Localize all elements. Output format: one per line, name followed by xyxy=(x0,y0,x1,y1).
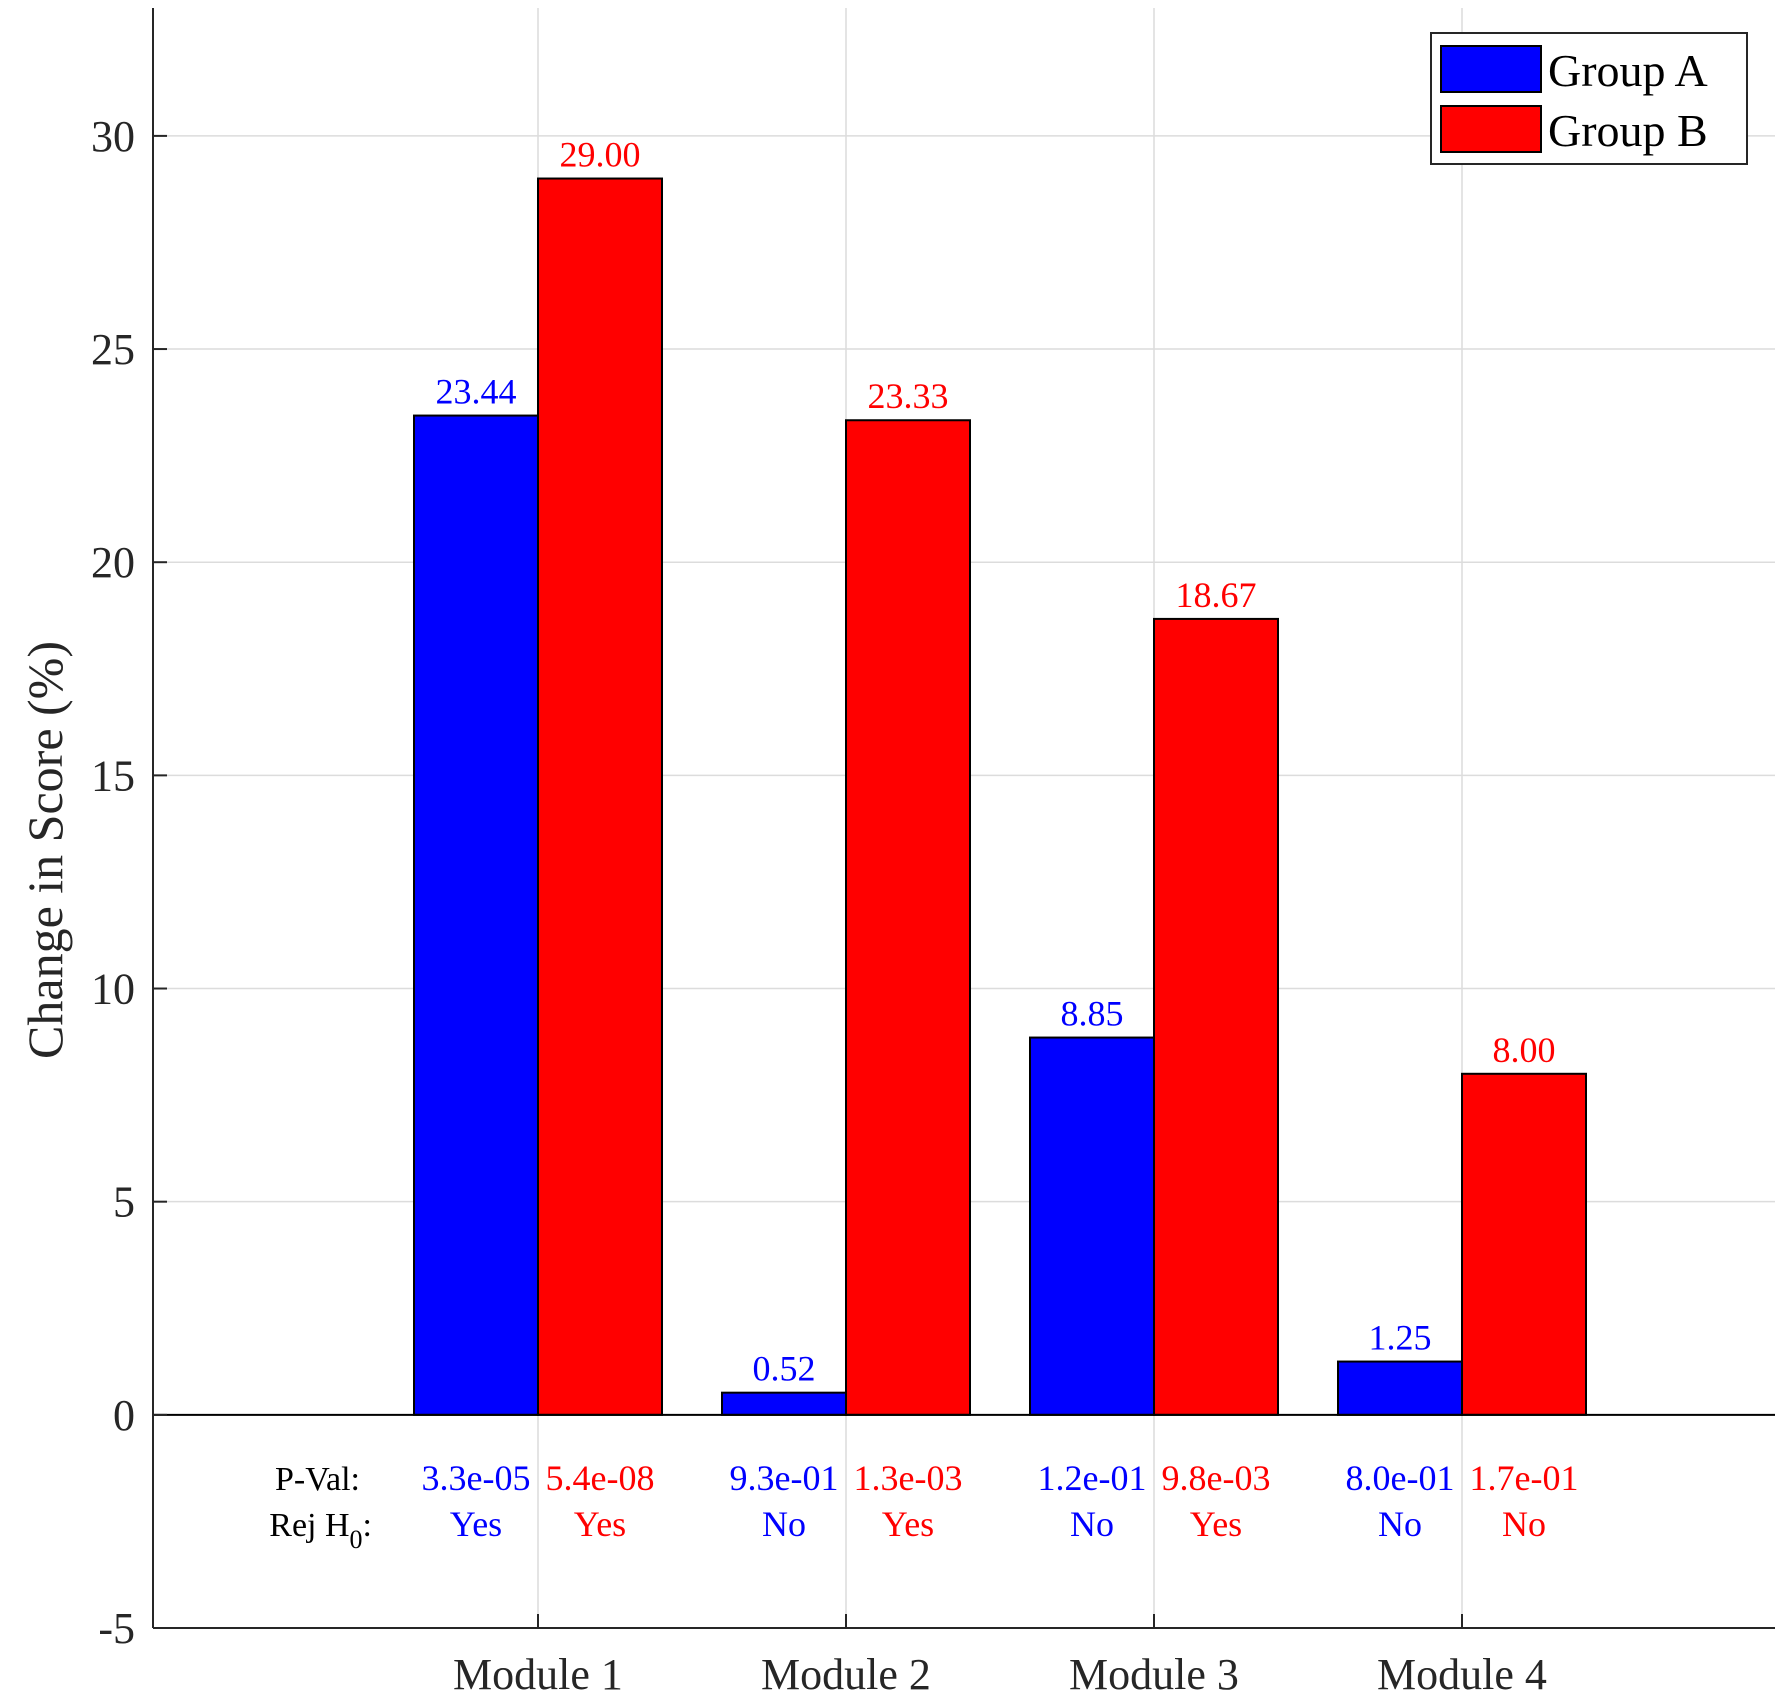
y-tick-label-3: 10 xyxy=(91,965,135,1014)
reject-h0-prefix: Rej H xyxy=(269,1507,349,1544)
legend-label-group-a: Group A xyxy=(1548,45,1708,96)
p-value-series1-cat3: 1.7e-01 xyxy=(1470,1458,1579,1498)
axes: -5 0 5 10 15 20 25 30 Module 1 Module 2 Module 3 Mo… xyxy=(91,8,1775,1699)
p-value-series0-cat3: 8.0e-01 xyxy=(1346,1458,1455,1498)
bar-value-label-series1-cat3: 8.00 xyxy=(1493,1030,1556,1070)
reject-h0-series1-cat0: Yes xyxy=(574,1504,626,1544)
p-value-series0-cat0: 3.3e-05 xyxy=(422,1458,531,1498)
bar-series0-cat0 xyxy=(413,414,539,1416)
x-tick-label-0: Module 1 xyxy=(453,1650,623,1699)
bar-value-label-series1-cat1: 23.33 xyxy=(868,376,949,416)
y-tick-label-4: 15 xyxy=(91,751,135,800)
reject-h0-series0-cat0: Yes xyxy=(450,1504,502,1544)
bar-series1-cat1 xyxy=(845,419,971,1416)
y-tick-label-2: 5 xyxy=(113,1178,135,1227)
bars xyxy=(413,177,1587,1416)
reject-h0-series1-cat3: No xyxy=(1502,1504,1546,1544)
y-tick-label-1: 0 xyxy=(113,1391,135,1440)
bar-value-label-series1-cat2: 18.67 xyxy=(1176,575,1257,615)
legend-swatch-group-b xyxy=(1440,105,1542,153)
reject-h0-row-label: Rej H0: xyxy=(269,1507,372,1554)
x-tick-label-1: Module 2 xyxy=(761,1650,931,1699)
p-value-series1-cat2: 9.8e-03 xyxy=(1162,1458,1271,1498)
p-value-row-label: P-Val: xyxy=(275,1461,360,1498)
bar-value-labels: 23.44 0.52 8.85 1.25 29.00 23.33 18.67 8.00 xyxy=(436,135,1556,1389)
bar-series0-cat3 xyxy=(1337,1360,1463,1416)
bar-series1-cat3 xyxy=(1461,1072,1587,1416)
reject-h0-series1-cat2: Yes xyxy=(1190,1504,1242,1544)
bar-value-label-series0-cat3: 1.25 xyxy=(1369,1318,1432,1358)
p-value-series1-cat1: 1.3e-03 xyxy=(854,1458,963,1498)
y-axis-title: Change in Score (%) xyxy=(17,641,73,1059)
bar-series0-cat1 xyxy=(721,1391,847,1416)
legend-label-group-b: Group B xyxy=(1548,105,1708,156)
legend: Group A Group B xyxy=(1430,32,1748,165)
x-tick-label-3: Module 4 xyxy=(1377,1650,1547,1699)
y-tick-label-0: -5 xyxy=(98,1604,135,1653)
p-value-series0-cat2: 1.2e-01 xyxy=(1038,1458,1147,1498)
x-tick-label-2: Module 3 xyxy=(1069,1650,1239,1699)
reject-h0-series0-cat3: No xyxy=(1378,1504,1422,1544)
bar-series1-cat2 xyxy=(1153,617,1279,1416)
y-tick-label-7: 30 xyxy=(91,112,135,161)
bar-series1-cat0 xyxy=(537,177,663,1416)
bar-value-label-series1-cat0: 29.00 xyxy=(560,135,641,175)
bar-value-label-series0-cat1: 0.52 xyxy=(753,1349,816,1389)
p-value-series1-cat0: 5.4e-08 xyxy=(546,1458,655,1498)
y-tick-label-5: 20 xyxy=(91,538,135,587)
reject-h0-series1-cat1: Yes xyxy=(882,1504,934,1544)
reject-h0-series0-cat1: No xyxy=(762,1504,806,1544)
bar-value-label-series0-cat0: 23.44 xyxy=(436,372,517,412)
bar-value-label-series0-cat2: 8.85 xyxy=(1061,994,1124,1034)
y-tick-label-6: 25 xyxy=(91,325,135,374)
bar-series0-cat2 xyxy=(1029,1036,1155,1416)
stat-annotations: P-Val: Rej H0: 3.3e-05 Yes 9.3e-01 No 1.2e-0… xyxy=(269,1458,1578,1554)
legend-swatch-group-a xyxy=(1440,45,1542,93)
reject-h0-subscript: 0 xyxy=(350,1525,363,1554)
reject-h0-suffix: : xyxy=(363,1507,372,1544)
p-value-series0-cat1: 9.3e-01 xyxy=(730,1458,839,1498)
reject-h0-series0-cat2: No xyxy=(1070,1504,1114,1544)
